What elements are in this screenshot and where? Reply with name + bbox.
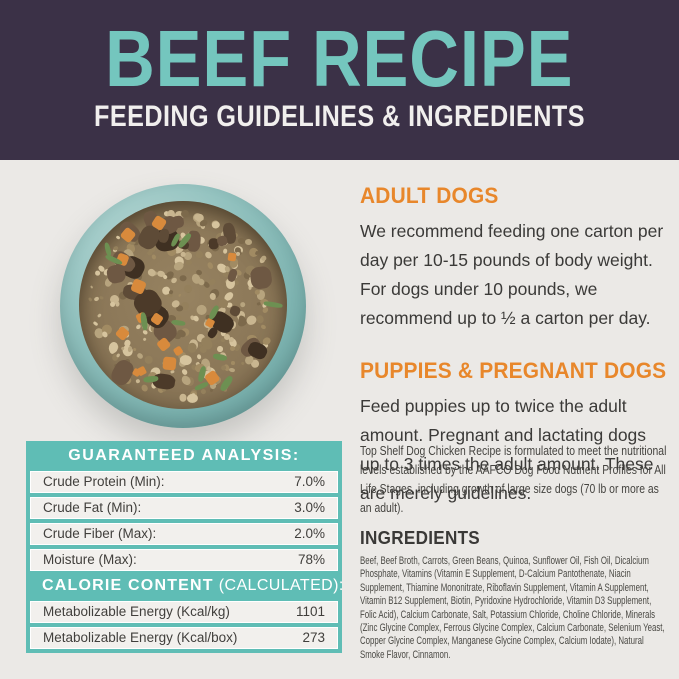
page-subtitle: FEEDING GUIDELINES & INGREDIENTS [94, 100, 585, 133]
page-title: BEEF RECIPE [105, 14, 574, 103]
food-texture-bit [135, 378, 141, 384]
calorie-content-subtitle: (CALCULATED): [218, 577, 344, 594]
guaranteed-analysis-title: GUARANTEED ANALYSIS: [68, 447, 300, 464]
food-texture-bit [180, 251, 186, 257]
food-texture-bit [199, 345, 208, 353]
row-label: Crude Protein (Min): [43, 474, 165, 489]
ingredients-heading: INGREDIENTS [360, 528, 480, 548]
row-label: Moisture (Max): [43, 552, 137, 567]
food-texture-bit [179, 355, 193, 366]
aafco-statement: Top Shelf Dog Chicken Recipe is formulat… [360, 443, 667, 515]
food-texture-bit [178, 394, 187, 403]
food-texture-bit [87, 296, 93, 303]
row-value: 3.0% [294, 500, 325, 515]
food-texture-bit [178, 292, 182, 297]
food-texture-bit [145, 356, 154, 365]
food-texture-bit [248, 265, 274, 291]
food-texture-bit [162, 355, 177, 371]
food-texture-bit [206, 261, 214, 270]
adult-dogs-text: We recommend feeding one carton per day … [360, 221, 664, 328]
adult-dogs-heading: ADULT DOGS [360, 183, 499, 208]
table-row: Metabolizable Energy (Kcal/kg) 1101 [30, 601, 338, 623]
food-texture-bit [182, 283, 193, 294]
food-texture-bit [228, 367, 235, 373]
food-texture-bit [218, 298, 228, 308]
calorie-content-title: CALORIE CONTENT [42, 577, 214, 594]
food-texture-bit [261, 255, 268, 261]
food-texture-bit [114, 301, 120, 307]
food-texture-bit [170, 276, 179, 285]
table-row: Moisture (Max): 78% [30, 549, 338, 571]
food-texture-bit [200, 388, 208, 396]
dog-food-image [79, 201, 287, 409]
food-texture-bit [256, 314, 265, 324]
food-texture-bit [170, 214, 185, 229]
food-texture-bit [260, 324, 267, 331]
dog-food-bowl-photo [60, 184, 306, 428]
table-row: Crude Protein (Min): 7.0% [30, 471, 338, 493]
row-value: 7.0% [294, 474, 325, 489]
food-texture-bit [89, 284, 94, 289]
table-row: Crude Fat (Min): 3.0% [30, 497, 338, 519]
header-banner: BEEF RECIPE FEEDING GUIDELINES & INGREDI… [0, 0, 679, 160]
food-texture-bit [244, 313, 258, 327]
food-texture-bit [238, 300, 246, 309]
food-texture-bit [179, 274, 187, 282]
row-label: Metabolizable Energy (Kcal/kg) [43, 604, 230, 619]
puppies-pregnant-dogs-text: Feed puppies up to twice the adult amoun… [360, 396, 654, 503]
food-texture-bit [262, 306, 270, 314]
row-value: 273 [302, 630, 325, 645]
food-texture-bit [95, 270, 101, 277]
table-row: Crude Fiber (Max): 2.0% [30, 523, 338, 545]
food-texture-bit [186, 393, 198, 403]
food-texture-bit [211, 220, 221, 230]
row-label: Metabolizable Energy (Kcal/box) [43, 630, 238, 645]
food-texture-bit [208, 388, 214, 394]
food-texture-bit [192, 314, 201, 323]
food-texture-bit [140, 383, 150, 394]
food-texture-bit [92, 320, 99, 327]
food-texture-bit [223, 247, 228, 254]
food-texture-bit [103, 241, 113, 257]
ingredients-list: Beef, Beef Broth, Carrots, Green Beans, … [360, 555, 665, 661]
food-texture-bit [185, 259, 192, 266]
food-texture-bit [136, 352, 144, 360]
calorie-content-header: CALORIE CONTENT (CALCULATED): [30, 575, 343, 597]
row-value: 2.0% [294, 526, 325, 541]
guaranteed-analysis-header: GUARANTEED ANALYSIS: [30, 445, 338, 467]
food-texture-bit [186, 342, 197, 353]
food-texture-bit [230, 360, 236, 365]
food-texture-bit [146, 267, 157, 279]
row-label: Crude Fiber (Max): [43, 526, 157, 541]
puppies-pregnant-dogs-heading: PUPPIES & PREGNANT DOGS [360, 358, 667, 383]
analysis-tables: GUARANTEED ANALYSIS: Crude Protein (Min)… [26, 441, 343, 653]
table-row: Metabolizable Energy (Kcal/box) 273 [30, 627, 338, 649]
food-texture-bit [227, 252, 236, 262]
food-texture-bit [244, 238, 253, 246]
feeding-guidelines-section: ADULT DOGS We recommend feeding one cart… [360, 183, 668, 533]
food-texture-bit [204, 250, 214, 260]
row-value: 78% [297, 552, 325, 567]
food-texture-bit [96, 312, 103, 318]
nutrition-info-section: Top Shelf Dog Chicken Recipe is formulat… [360, 441, 668, 662]
row-label: Crude Fat (Min): [43, 500, 142, 515]
row-value: 1101 [295, 604, 325, 619]
food-texture-bit [142, 337, 147, 342]
food-texture-bit [98, 295, 104, 300]
